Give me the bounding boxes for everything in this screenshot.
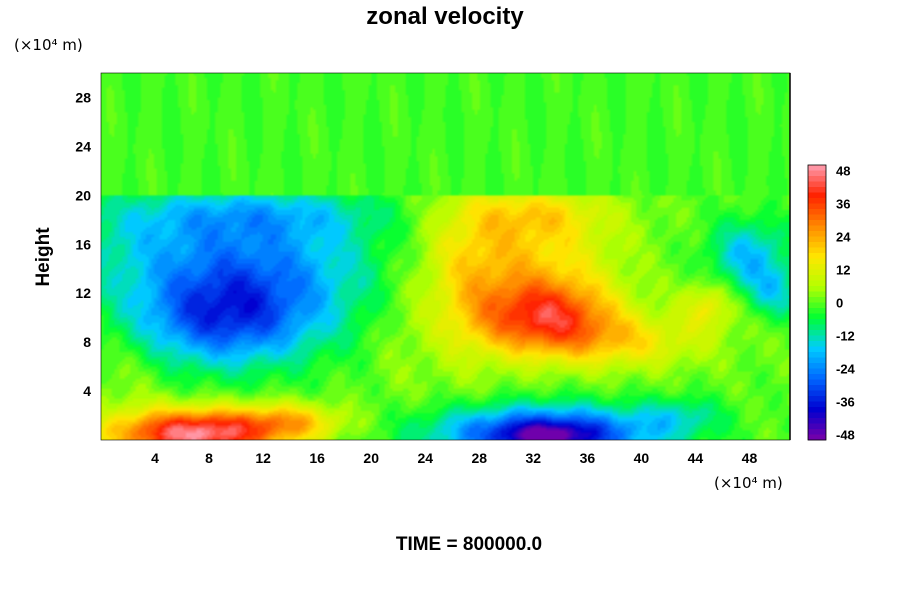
- colorbar-tick-label: 12: [836, 263, 850, 278]
- colorbar-swatch: [808, 264, 826, 270]
- colorbar-tick-label: -48: [836, 428, 855, 443]
- colorbar-swatch: [808, 258, 826, 265]
- colorbar-swatch: [808, 390, 826, 397]
- y-tick-label: 20: [75, 187, 91, 203]
- colorbar: [807, 164, 827, 441]
- colorbar-swatch: [808, 330, 826, 336]
- colorbar-swatch: [808, 181, 826, 188]
- colorbar-swatch: [808, 220, 826, 226]
- colorbar-swatch: [808, 363, 826, 369]
- heatmap-field: [101, 73, 790, 440]
- colorbar-swatch: [808, 313, 826, 320]
- colorbar-swatch: [808, 401, 826, 408]
- y-ticks: 4 8 12 16 20 24 28: [75, 89, 91, 399]
- colorbar-swatch: [808, 242, 826, 248]
- colorbar-tick-label: 48: [836, 164, 850, 179]
- y-tick-label: 16: [75, 236, 91, 252]
- colorbar-swatch: [808, 352, 826, 358]
- x-tick-label: 16: [309, 450, 325, 466]
- x-tick-label: 8: [205, 450, 213, 466]
- x-units-label: (×10⁴ m): [714, 474, 783, 492]
- colorbar-swatch: [808, 225, 826, 232]
- colorbar-frame: [807, 164, 827, 441]
- y-tick-label: 24: [75, 138, 91, 154]
- colorbar-swatch: [808, 418, 826, 424]
- y-tick-label: 4: [83, 383, 91, 399]
- x-tick-label: 36: [580, 450, 596, 466]
- colorbar-swatch: [808, 385, 826, 391]
- colorbar-swatch: [808, 335, 826, 342]
- colorbar-swatch: [808, 379, 826, 386]
- x-tick-label: 12: [255, 450, 271, 466]
- colorbar-swatch: [808, 368, 826, 375]
- colorbar-swatch: [808, 396, 826, 402]
- colorbar-tick-label: 0: [836, 296, 843, 311]
- colorbar-swatch: [808, 412, 826, 419]
- colorbar-swatch: [808, 291, 826, 298]
- colorbar-swatch: [808, 308, 826, 314]
- colorbar-swatch: [808, 187, 826, 193]
- x-tick-label: 4: [151, 450, 159, 466]
- colorbar-swatch: [808, 198, 826, 204]
- chart-title: zonal velocity: [366, 3, 524, 30]
- x-ticks: 4 8 12 16 20 24 28 32 36 40 44 48: [151, 450, 757, 466]
- colorbar-swatch: [808, 302, 826, 309]
- colorbar-swatch: [808, 374, 826, 380]
- colorbar-swatch: [808, 286, 826, 292]
- colorbar-swatch: [808, 165, 826, 171]
- x-tick-label: 32: [526, 450, 542, 466]
- colorbar-swatch: [808, 203, 826, 210]
- colorbar-swatch: [808, 324, 826, 331]
- y-tick-label: 12: [75, 285, 91, 301]
- colorbar-swatch: [808, 236, 826, 243]
- colorbar-swatch: [808, 434, 826, 441]
- colorbar-swatch: [808, 297, 826, 303]
- x-tick-label: 24: [417, 450, 433, 466]
- colorbar-tick-label: 36: [836, 197, 850, 212]
- colorbar-ticks: 48 36 24 12 0 -12 -24 -36 -48: [836, 164, 856, 443]
- colorbar-swatch: [808, 341, 826, 347]
- colorbar-swatch: [808, 253, 826, 259]
- colorbar-swatch: [808, 176, 826, 182]
- colorbar-swatch: [808, 319, 826, 325]
- colorbar-swatch: [808, 170, 826, 177]
- y-tick-label: 28: [75, 89, 91, 105]
- colorbar-swatch: [808, 192, 826, 199]
- colorbar-tick-label: -12: [836, 329, 855, 344]
- colorbar-swatch: [808, 357, 826, 364]
- colorbar-swatch: [808, 429, 826, 435]
- x-tick-label: 44: [688, 450, 704, 466]
- colorbar-tick-label: -24: [836, 362, 856, 377]
- y-axis-label: Height: [33, 227, 54, 287]
- y-tick-label: 8: [83, 334, 91, 350]
- x-tick-label: 20: [363, 450, 379, 466]
- colorbar-swatch: [808, 407, 826, 413]
- colorbar-swatch: [808, 231, 826, 237]
- colorbar-swatch: [808, 269, 826, 276]
- x-tick-label: 28: [471, 450, 487, 466]
- time-label: TIME = 800000.0: [396, 534, 542, 555]
- colorbar-swatch: [808, 247, 826, 254]
- x-tick-label: 48: [742, 450, 758, 466]
- colorbar-swatch: [808, 275, 826, 281]
- colorbar-swatch: [808, 346, 826, 353]
- colorbar-swatch: [808, 280, 826, 287]
- colorbar-swatch: [808, 209, 826, 215]
- colorbar-swatch: [808, 423, 826, 430]
- colorbar-tick-label: -36: [836, 395, 855, 410]
- y-units-label: (×10⁴ m): [14, 36, 83, 54]
- x-tick-label: 40: [634, 450, 650, 466]
- colorbar-swatch: [808, 214, 826, 221]
- colorbar-tick-label: 24: [836, 230, 851, 245]
